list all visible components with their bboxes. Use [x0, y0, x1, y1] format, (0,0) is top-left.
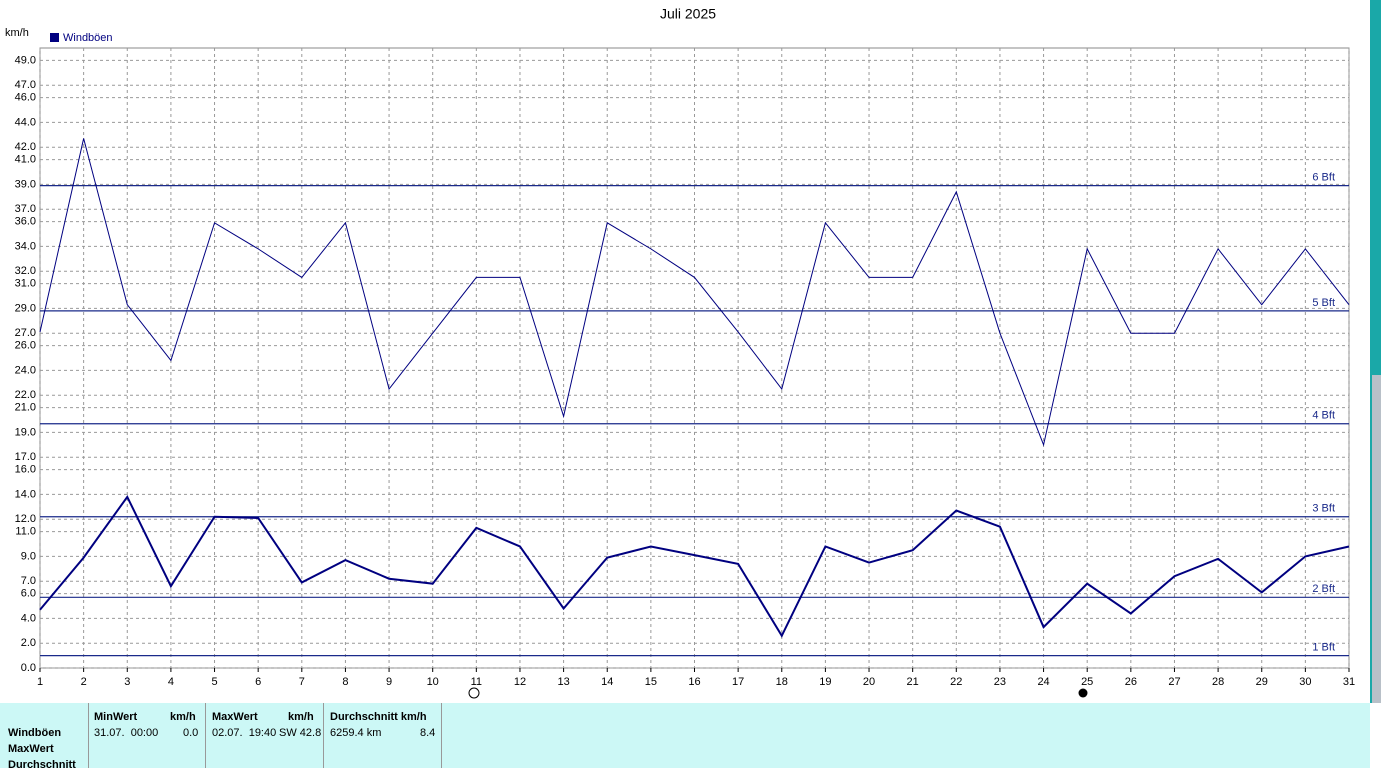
row-label: Durchschnitt: [8, 759, 76, 771]
x-tick-label: 20: [863, 676, 875, 688]
cell: 02.07. 19:40: [212, 727, 277, 739]
y-tick-label: 27.0: [15, 327, 36, 339]
y-tick-label: 22.0: [15, 389, 36, 401]
y-tick-label: 49.0: [15, 54, 36, 66]
header: km/h: [170, 711, 196, 723]
y-tick-label: 44.0: [15, 116, 36, 128]
y-tick-label: 9.0: [21, 550, 36, 562]
legend-swatch: [50, 33, 59, 42]
y-tick-label: 37.0: [15, 203, 36, 215]
y-tick-label: 29.0: [15, 302, 36, 314]
y-tick-label: 4.0: [21, 612, 36, 624]
x-tick-label: 1: [37, 676, 43, 688]
x-tick-label: 21: [907, 676, 919, 688]
y-tick-label: 11.0: [15, 526, 36, 538]
header: MaxWert: [212, 711, 258, 723]
stats-table: MinWert km/h MaxWert km/h Durchschnitt k…: [0, 703, 1370, 771]
x-tick-label: 2: [81, 676, 87, 688]
row-label: Windböen: [8, 727, 62, 739]
y-tick-label: 6.0: [21, 588, 36, 600]
header: Durchschnitt km/h: [330, 711, 427, 723]
x-tick-label: 10: [427, 676, 439, 688]
beaufort-label: 6 Bft: [1312, 172, 1335, 184]
line-series: [39, 138, 1350, 447]
y-tick-label: 0.0: [21, 662, 36, 674]
x-tick-label: 18: [776, 676, 788, 688]
x-tick-label: 19: [819, 676, 831, 688]
beaufort-label: 2 Bft: [1312, 583, 1335, 595]
cell: SW 42.8: [279, 727, 322, 739]
side-strip-image: [1372, 375, 1381, 703]
y-tick-label: 12.0: [15, 513, 36, 525]
x-tick-label: 16: [688, 676, 700, 688]
y-tick-label: 14.0: [15, 488, 36, 500]
y-tick-label: 39.0: [15, 178, 36, 190]
x-tick-label: 15: [645, 676, 657, 688]
y-tick-label: 26.0: [15, 340, 36, 352]
separator: [88, 703, 89, 768]
x-tick-label: 6: [255, 676, 261, 688]
side-strip: [1370, 0, 1381, 703]
y-tick-label: 32.0: [15, 265, 36, 277]
x-tick-label: 8: [342, 676, 348, 688]
x-tick-label: 13: [557, 676, 569, 688]
header: km/h: [288, 711, 314, 723]
chart: Juli 2025 km/h Windböen 0.0 2.0 4.0 6.07.0 9…: [5, 0, 1381, 703]
beaufort-label: 5 Bft: [1312, 297, 1335, 309]
y-tick-label: 41.0: [15, 154, 36, 166]
x-tick-label: 5: [211, 676, 217, 688]
y-tick-label: 42.0: [15, 141, 36, 153]
separator: [205, 703, 206, 768]
x-tick-label: 26: [1125, 676, 1137, 688]
y-tick-label: 34.0: [15, 240, 36, 252]
x-tick-label: 7: [299, 676, 305, 688]
y-tick-label: 24.0: [15, 364, 36, 376]
y-tick-label: 46.0: [15, 92, 36, 104]
x-tick-label: 23: [994, 676, 1006, 688]
beaufort-label: 3 Bft: [1312, 503, 1335, 515]
beaufort-label: 4 Bft: [1312, 410, 1335, 422]
y-tick-label: 47.0: [15, 79, 36, 91]
y-unit: km/h: [5, 27, 29, 39]
x-tick-label: 12: [514, 676, 526, 688]
cell: 0.0: [183, 727, 199, 739]
full-moon: [468, 687, 480, 699]
header: MinWert: [94, 711, 138, 723]
cell: 31.07. 00:00: [94, 727, 159, 739]
x-tick-label: 17: [732, 676, 744, 688]
y-tick-label: 21.0: [15, 402, 36, 414]
y-tick-label: 31.0: [15, 278, 36, 290]
x-tick-label: 28: [1212, 676, 1224, 688]
x-tick-label: 22: [950, 676, 962, 688]
beaufort-label: 1 Bft: [1312, 642, 1335, 654]
y-tick-label: 2.0: [21, 637, 36, 649]
x-tick-label: 31: [1343, 676, 1355, 688]
x-tick-label: 24: [1037, 676, 1049, 688]
x-tick-label: 30: [1299, 676, 1311, 688]
new-moon: [1078, 688, 1088, 698]
chart-title: Juli 2025: [660, 6, 716, 22]
x-tick-label: 14: [601, 676, 613, 688]
y-tick-label: 7.0: [21, 575, 36, 587]
row-label: MaxWert: [8, 743, 54, 755]
separator: [441, 703, 442, 768]
x-tick-label: 4: [168, 676, 174, 688]
x-tick-label: 3: [124, 676, 130, 688]
x-tick-label: 25: [1081, 676, 1093, 688]
x-tick-label: 29: [1256, 676, 1268, 688]
y-tick-label: 19.0: [15, 426, 36, 438]
legend-label: Windböen: [63, 32, 113, 44]
y-tick-label: 17.0: [15, 451, 36, 463]
x-tick-label: 9: [386, 676, 392, 688]
x-tick-label: 11: [471, 676, 482, 688]
line-series: [39, 494, 1350, 638]
cell: 6259.4 km: [330, 727, 382, 739]
x-tick-label: 27: [1168, 676, 1180, 688]
cell: 8.4: [420, 727, 436, 739]
y-tick-label: 36.0: [15, 216, 36, 228]
legend: Windböen: [50, 32, 113, 44]
separator: [323, 703, 324, 768]
y-tick-label: 16.0: [15, 464, 36, 476]
